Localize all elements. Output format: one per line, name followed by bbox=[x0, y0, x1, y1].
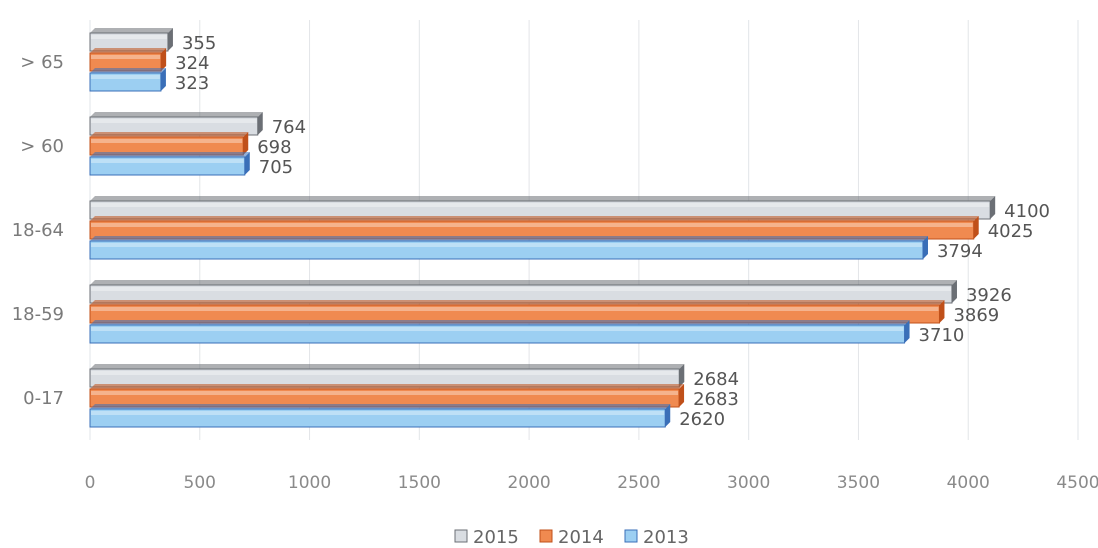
data-label: 2684 bbox=[693, 369, 739, 390]
bar bbox=[89, 300, 945, 324]
x-tick-label: 4000 bbox=[947, 473, 990, 493]
x-tick-label: 500 bbox=[184, 473, 216, 493]
legend-item: 2014 bbox=[539, 527, 604, 548]
x-tick-label: 1500 bbox=[398, 473, 441, 493]
bar bbox=[89, 384, 685, 408]
x-tick-label: 4500 bbox=[1056, 473, 1098, 493]
data-label: 3926 bbox=[966, 285, 1012, 306]
legend: 2015 2014 2013 bbox=[454, 527, 689, 548]
x-tick-label: 1000 bbox=[288, 473, 331, 493]
legend-swatch bbox=[454, 529, 468, 543]
bar bbox=[89, 48, 167, 72]
bar bbox=[89, 132, 249, 156]
data-label: 4100 bbox=[1004, 201, 1050, 222]
category-label: > 60 bbox=[20, 136, 64, 157]
legend-label: 2015 bbox=[473, 527, 519, 548]
legend-label: 2013 bbox=[643, 527, 689, 548]
bar bbox=[89, 28, 173, 52]
data-label: 2683 bbox=[693, 389, 739, 410]
data-label: 3710 bbox=[919, 325, 965, 346]
data-label: 2620 bbox=[679, 409, 725, 430]
x-tick-label: 0 bbox=[85, 473, 96, 493]
legend-item: 2013 bbox=[624, 527, 689, 548]
x-axis-ticks: 0 500 1000 1500 2000 2500 3000 3500 4000 4500 bbox=[85, 473, 1098, 493]
data-label: 355 bbox=[182, 33, 216, 54]
legend-label: 2014 bbox=[558, 527, 604, 548]
data-label: 705 bbox=[259, 157, 293, 178]
x-tick-label: 2000 bbox=[507, 473, 550, 493]
bar bbox=[89, 216, 979, 240]
x-tick-label: 2500 bbox=[617, 473, 660, 493]
x-tick-label: 3500 bbox=[837, 473, 880, 493]
bar bbox=[89, 152, 250, 176]
data-label: 3794 bbox=[937, 241, 983, 262]
data-label: 4025 bbox=[988, 221, 1034, 242]
data-label: 323 bbox=[175, 73, 209, 94]
bar bbox=[89, 196, 996, 220]
bar bbox=[89, 112, 263, 136]
x-tick-label: 3000 bbox=[727, 473, 770, 493]
category-label: 18-59 bbox=[12, 304, 64, 325]
data-label: 764 bbox=[272, 117, 306, 138]
bar bbox=[89, 236, 928, 260]
bar bbox=[89, 320, 910, 344]
category-labels: 0-17 18-59 18-64 > 60 > 65 bbox=[12, 52, 64, 409]
bar bbox=[89, 280, 957, 304]
category-label: 0-17 bbox=[23, 388, 64, 409]
bar bbox=[89, 404, 671, 428]
category-label: > 65 bbox=[20, 52, 64, 73]
legend-swatch bbox=[539, 529, 553, 543]
bar bbox=[89, 68, 166, 92]
data-label: 3869 bbox=[953, 305, 999, 326]
category-label: 18-64 bbox=[12, 220, 64, 241]
bar bbox=[89, 364, 685, 388]
legend-swatch bbox=[624, 529, 638, 543]
legend-item: 2015 bbox=[454, 527, 519, 548]
data-label: 698 bbox=[257, 137, 291, 158]
data-label: 324 bbox=[175, 53, 209, 74]
bars bbox=[89, 28, 996, 428]
